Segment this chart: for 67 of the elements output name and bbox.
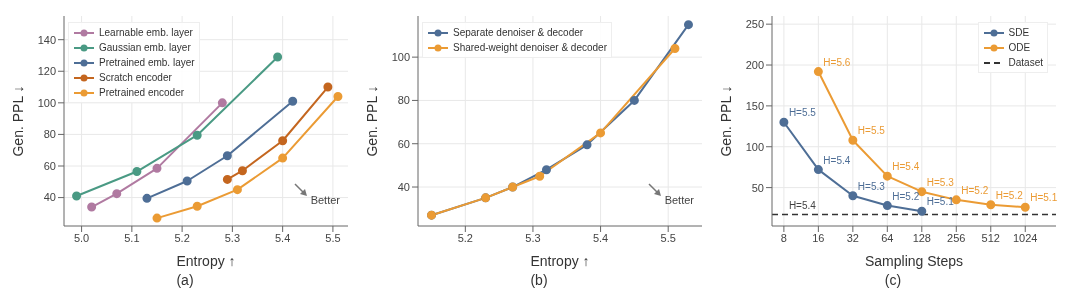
- text: (b): [529, 272, 549, 288]
- y-tick-label: 80: [397, 94, 410, 107]
- x-tick-label: 8: [780, 231, 787, 244]
- y-tick-label: 100: [391, 51, 410, 64]
- annotation: H=5.4: [892, 161, 920, 173]
- x-axis-title: Entropy ↑: [530, 253, 590, 269]
- x-axis-title: Sampling Steps: [864, 253, 964, 269]
- legend-label: ODE: [1007, 41, 1032, 55]
- annotation: H=5.1: [1030, 192, 1058, 204]
- legend-label: Learnable emb. layer: [98, 26, 194, 40]
- x-tick-label: 5.2: [174, 231, 190, 244]
- x-tick-label: 5.3: [224, 231, 241, 244]
- annotation: H=5.4: [788, 199, 817, 211]
- y-tick-label: 40: [43, 191, 56, 204]
- x-tick-label: 5.5: [325, 231, 341, 244]
- legend-label: Pretrained encoder: [98, 86, 186, 100]
- x-axis-title: Entropy ↑: [176, 253, 236, 269]
- annotation: Better: [310, 194, 340, 206]
- x-tick-label: 256: [947, 231, 966, 244]
- x-tick-label: 32: [846, 231, 859, 244]
- y-tick-label: 80: [43, 128, 56, 141]
- legend-label: Scratch encoder: [98, 71, 173, 85]
- legend-label: Shared-weight denoiser & decoder: [452, 41, 607, 55]
- legend-label: Gaussian emb. layer: [98, 41, 192, 55]
- text: (c): [883, 272, 903, 288]
- x-tick-label: 128: [912, 231, 931, 244]
- annotation: H=5.2: [961, 184, 989, 196]
- y-axis-title: Gen. PPL ↓: [9, 85, 26, 157]
- annotation: H=5.4: [823, 154, 851, 166]
- x-tick-label: 5.3: [525, 231, 541, 244]
- y-tick-label: 60: [43, 159, 56, 172]
- annotation: H=5.5: [788, 107, 817, 119]
- x-tick-label: 5.5: [660, 231, 676, 244]
- y-tick-label: 100: [37, 96, 56, 109]
- y-tick-label: 50: [751, 181, 764, 194]
- annotation: H=5.6: [823, 56, 851, 68]
- x-tick-label: 5.2: [457, 231, 473, 244]
- y-tick-label: 100: [745, 140, 764, 153]
- y-axis-title: Gen. PPL ↓: [363, 85, 380, 157]
- y-tick-label: 60: [397, 137, 410, 150]
- legend-label: Pretrained emb. layer: [98, 56, 195, 70]
- x-tick-label: 5.4: [592, 231, 609, 244]
- y-axis-title: Gen. PPL ↓: [717, 85, 734, 157]
- annotation: H=5.1: [926, 196, 955, 208]
- legend-label: Separate denoiser & decoder: [452, 26, 585, 40]
- annotation: Better: [664, 194, 694, 206]
- y-tick-label: 200: [745, 58, 764, 71]
- annotation: H=5.2: [995, 189, 1024, 201]
- y-tick-label: 40: [397, 180, 410, 193]
- y-tick-label: 150: [745, 99, 764, 112]
- y-tick-label: 250: [745, 18, 764, 31]
- x-tick-label: 5.4: [275, 231, 291, 244]
- legend-label: Dataset: [1007, 56, 1043, 70]
- legend-label: SDE: [1007, 26, 1031, 40]
- text: (a): [175, 272, 195, 288]
- annotation: H=5.3: [857, 180, 886, 192]
- y-tick-label: 140: [37, 33, 56, 46]
- annotation: H=5.2: [892, 190, 920, 202]
- x-tick-label: 64: [881, 231, 894, 244]
- y-tick-label: 120: [37, 65, 56, 78]
- x-tick-label: 16: [812, 231, 825, 244]
- annotation: H=5.3: [926, 176, 955, 188]
- x-tick-label: 5.1: [124, 231, 140, 244]
- x-tick-label: 512: [981, 231, 1000, 244]
- x-tick-label: 1024: [1013, 231, 1038, 244]
- x-tick-label: 5.0: [73, 231, 90, 244]
- annotation: H=5.5: [857, 125, 886, 137]
